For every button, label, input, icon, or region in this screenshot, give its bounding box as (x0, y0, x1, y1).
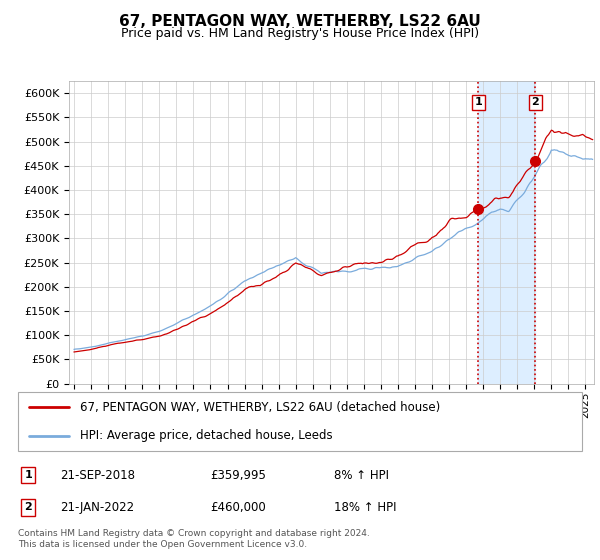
Text: 67, PENTAGON WAY, WETHERBY, LS22 6AU: 67, PENTAGON WAY, WETHERBY, LS22 6AU (119, 14, 481, 29)
Text: £359,995: £359,995 (210, 469, 266, 482)
Text: 2: 2 (532, 97, 539, 108)
Text: HPI: Average price, detached house, Leeds: HPI: Average price, detached house, Leed… (80, 429, 332, 442)
Text: Price paid vs. HM Land Registry's House Price Index (HPI): Price paid vs. HM Land Registry's House … (121, 27, 479, 40)
FancyBboxPatch shape (18, 392, 582, 451)
Bar (478, 81, 535, 384)
Text: 18% ↑ HPI: 18% ↑ HPI (334, 501, 397, 514)
Text: 1: 1 (475, 97, 482, 108)
Text: 8% ↑ HPI: 8% ↑ HPI (334, 469, 389, 482)
Text: £460,000: £460,000 (210, 501, 266, 514)
Text: 1: 1 (24, 470, 32, 480)
Text: 67, PENTAGON WAY, WETHERBY, LS22 6AU (detached house): 67, PENTAGON WAY, WETHERBY, LS22 6AU (de… (80, 401, 440, 414)
Text: 21-JAN-2022: 21-JAN-2022 (60, 501, 134, 514)
Text: 2: 2 (24, 502, 32, 512)
Text: Contains HM Land Registry data © Crown copyright and database right 2024.
This d: Contains HM Land Registry data © Crown c… (18, 529, 370, 549)
Text: 21-SEP-2018: 21-SEP-2018 (60, 469, 136, 482)
